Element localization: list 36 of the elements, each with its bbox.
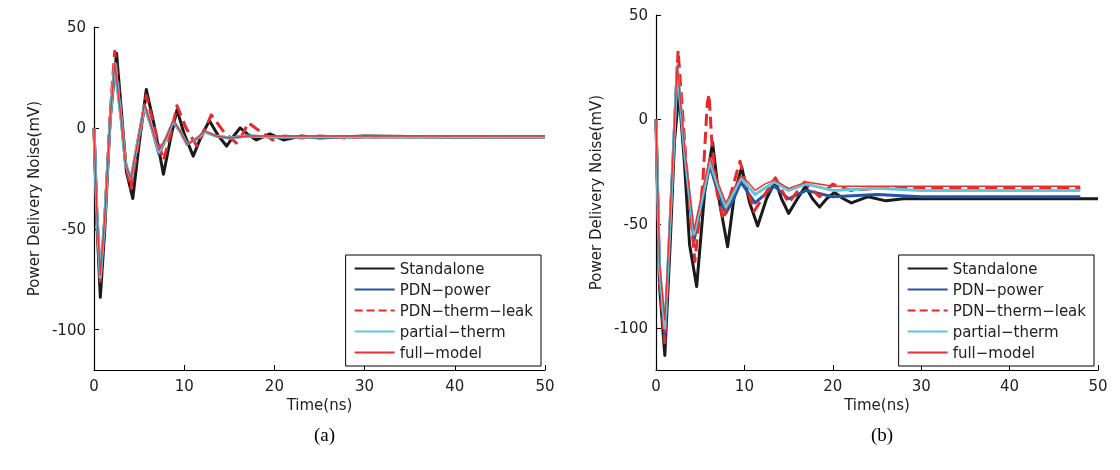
legend-label: PDN−power (399, 280, 492, 299)
y-tick-label: -50 (623, 214, 648, 233)
x-tick-label: 10 (174, 376, 194, 395)
legend-label: full−model (952, 343, 1036, 362)
x-axis-title: Time(ns) (285, 396, 353, 415)
y-tick-label: -100 (613, 319, 648, 338)
y-axis-title: Power Delivery Noise(mV) (24, 100, 43, 297)
y-tick-label: 50 (66, 18, 86, 36)
y-axis-title: Power Delivery Noise(mV) (586, 94, 605, 291)
legend-label: PDN−therm−leak (399, 301, 534, 320)
legend-label: partial−therm (952, 322, 1059, 341)
x-tick-label: 40 (1000, 376, 1020, 395)
text: (b) (870, 424, 894, 446)
x-axis-title: Time(ns) (843, 396, 910, 415)
legend-label: PDN−power (952, 280, 1045, 299)
legend-label: Standalone (399, 259, 485, 278)
y-tick-label: 0 (76, 118, 86, 137)
y-tick-label: 0 (638, 110, 648, 129)
x-tick-label: 20 (823, 376, 843, 395)
x-tick-label: 30 (911, 376, 931, 395)
y-tick-label: -100 (51, 320, 86, 339)
y-tick-label: 50 (628, 6, 648, 24)
x-tick-label: 20 (264, 376, 284, 395)
x-tick-label: 10 (734, 376, 754, 395)
x-tick-label: 30 (355, 376, 375, 395)
x-tick-label: 50 (535, 376, 555, 395)
x-tick-label: 0 (89, 376, 99, 395)
y-tick-label: -50 (61, 219, 86, 238)
legend-label: partial−therm (399, 322, 506, 341)
legend-label: Standalone (952, 259, 1038, 278)
x-tick-label: 40 (445, 376, 465, 395)
legend-label: full−model (399, 343, 483, 362)
text: (a) (313, 424, 336, 446)
x-tick-label: 0 (651, 376, 661, 395)
x-tick-label: 50 (1088, 376, 1108, 395)
legend-label: PDN−therm−leak (952, 301, 1087, 320)
